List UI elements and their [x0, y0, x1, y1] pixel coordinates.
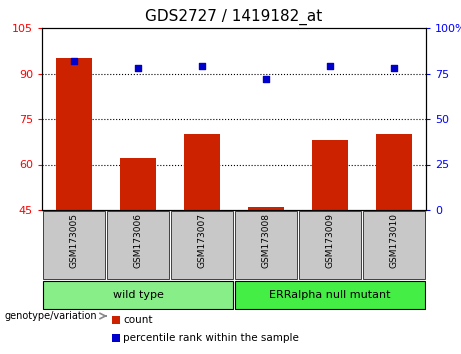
- Point: [71, 58, 78, 64]
- Text: GSM173009: GSM173009: [325, 213, 335, 268]
- Bar: [112, 334, 120, 342]
- FancyBboxPatch shape: [107, 211, 169, 279]
- Text: genotype/variation: genotype/variation: [4, 311, 97, 321]
- Text: GSM173008: GSM173008: [261, 213, 271, 268]
- Text: wild type: wild type: [112, 290, 164, 300]
- FancyBboxPatch shape: [235, 211, 297, 279]
- Bar: [313, 140, 348, 210]
- Text: count: count: [123, 315, 153, 325]
- FancyBboxPatch shape: [43, 281, 233, 309]
- Text: percentile rank within the sample: percentile rank within the sample: [123, 333, 299, 343]
- Bar: [112, 316, 120, 324]
- Bar: [248, 207, 284, 210]
- Text: GSM173006: GSM173006: [134, 213, 142, 268]
- Point: [198, 63, 206, 69]
- FancyBboxPatch shape: [363, 211, 425, 279]
- FancyBboxPatch shape: [299, 211, 361, 279]
- Point: [134, 65, 142, 71]
- Text: GSM173005: GSM173005: [70, 213, 78, 268]
- FancyBboxPatch shape: [235, 281, 425, 309]
- Bar: [184, 134, 219, 210]
- FancyBboxPatch shape: [171, 211, 233, 279]
- FancyBboxPatch shape: [43, 211, 105, 279]
- Bar: [376, 134, 412, 210]
- Point: [262, 76, 270, 82]
- Text: ERRalpha null mutant: ERRalpha null mutant: [269, 290, 391, 300]
- Point: [326, 63, 334, 69]
- Text: GSM173010: GSM173010: [390, 213, 398, 268]
- Point: [390, 65, 398, 71]
- Text: GSM173007: GSM173007: [197, 213, 207, 268]
- Title: GDS2727 / 1419182_at: GDS2727 / 1419182_at: [145, 9, 323, 25]
- Bar: [56, 58, 92, 210]
- Bar: [120, 159, 156, 210]
